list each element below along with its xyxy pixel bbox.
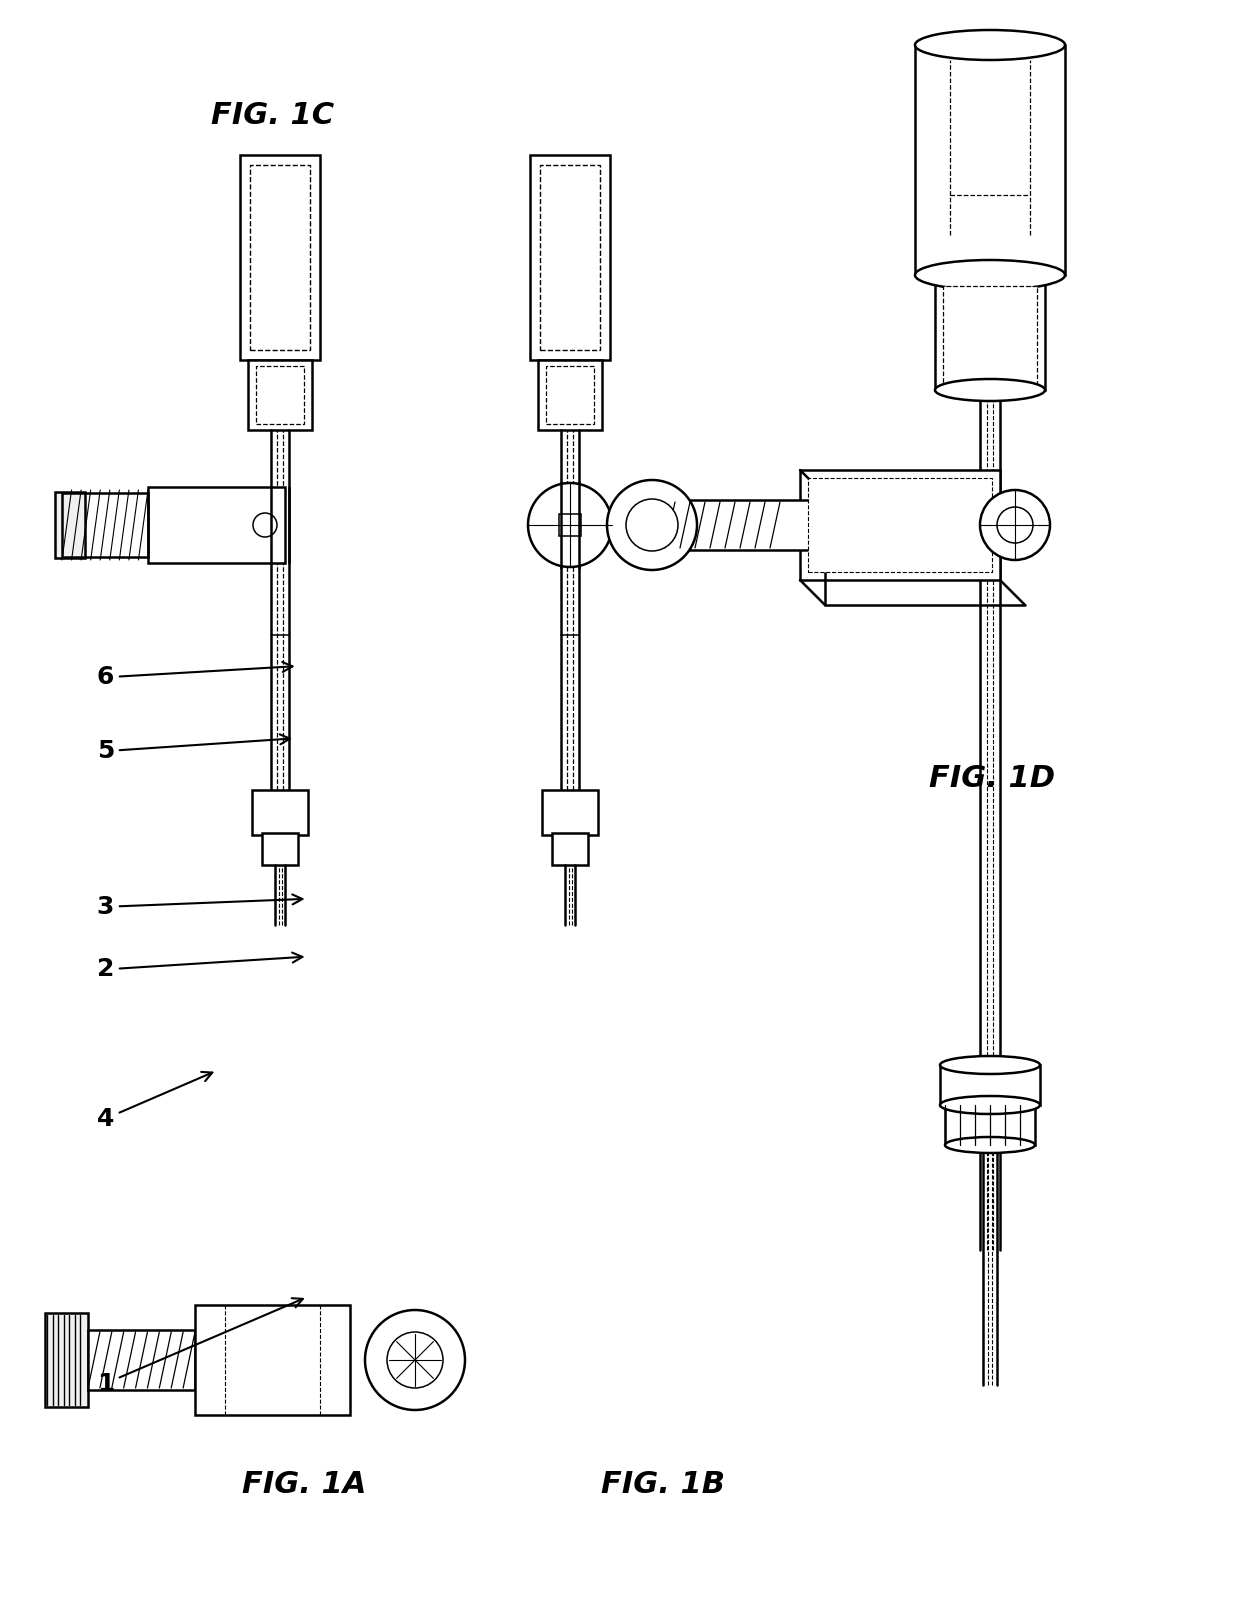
Bar	[942, 286, 1037, 384]
Bar	[546, 366, 594, 424]
Bar	[935, 279, 1045, 390]
Circle shape	[997, 507, 1033, 542]
Bar	[542, 790, 598, 835]
Circle shape	[253, 514, 277, 538]
Bar	[529, 156, 610, 360]
Bar	[808, 478, 992, 571]
Text: 3: 3	[97, 894, 303, 918]
Bar	[262, 833, 298, 865]
Text: FIG. 1B: FIG. 1B	[601, 1470, 725, 1499]
Ellipse shape	[915, 30, 1065, 59]
Ellipse shape	[915, 260, 1065, 291]
Bar	[552, 833, 588, 865]
Bar	[88, 1331, 195, 1390]
Bar	[539, 165, 600, 350]
Bar	[945, 1104, 1035, 1144]
Bar	[940, 1066, 1040, 1104]
Bar	[559, 514, 582, 536]
Bar	[148, 486, 285, 563]
Circle shape	[980, 490, 1050, 560]
Bar	[62, 493, 148, 557]
Circle shape	[626, 499, 678, 551]
Circle shape	[387, 1332, 443, 1388]
Text: 1: 1	[97, 1298, 303, 1395]
Text: FIG. 1A: FIG. 1A	[242, 1470, 366, 1499]
Ellipse shape	[945, 1136, 1035, 1152]
Text: 4: 4	[97, 1072, 212, 1130]
Ellipse shape	[940, 1056, 1040, 1074]
Bar	[195, 1305, 350, 1416]
Bar	[250, 165, 310, 350]
Ellipse shape	[935, 379, 1045, 401]
Bar	[915, 45, 1065, 274]
Text: FIG. 1D: FIG. 1D	[929, 764, 1055, 793]
Text: 6: 6	[97, 661, 293, 689]
Text: 2: 2	[97, 952, 303, 981]
Bar	[252, 790, 308, 835]
Circle shape	[608, 480, 697, 570]
Bar	[45, 1313, 88, 1408]
Bar	[800, 470, 999, 579]
Text: 5: 5	[97, 735, 290, 762]
Text: FIG. 1C: FIG. 1C	[211, 101, 335, 130]
Ellipse shape	[940, 1096, 1040, 1114]
Bar	[248, 360, 312, 430]
Circle shape	[528, 483, 613, 567]
Bar	[652, 501, 815, 551]
Bar	[538, 360, 601, 430]
Bar	[255, 366, 304, 424]
Bar	[55, 493, 86, 559]
Bar	[241, 156, 320, 360]
Circle shape	[365, 1310, 465, 1411]
